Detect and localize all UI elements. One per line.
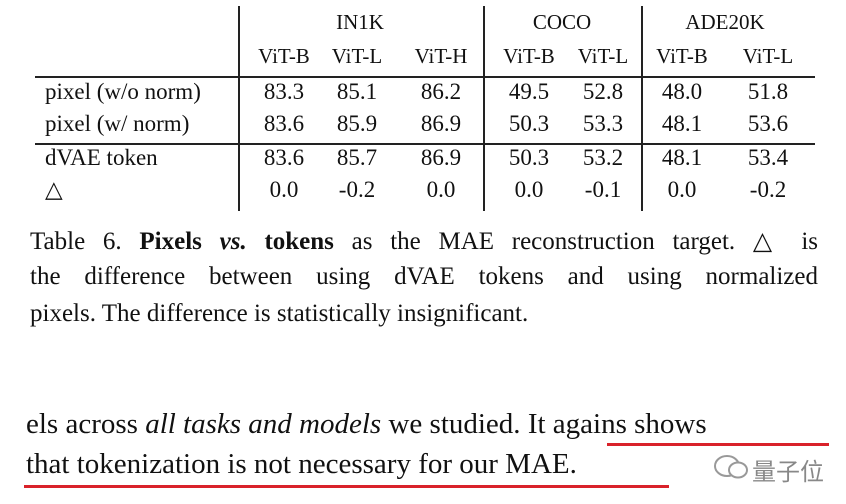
cell: 85.7	[336, 145, 378, 170]
row-label: pixel (w/ norm)	[45, 111, 190, 136]
body-text: we studied.	[388, 408, 521, 440]
column-header: ViT-B	[258, 44, 310, 68]
body-line: that tokenization is not necessary for o…	[26, 448, 822, 481]
cell: 0.0	[514, 177, 544, 202]
caption-label: Table 6.	[30, 228, 122, 255]
cell: 53.2	[582, 145, 624, 170]
cell: 48.1	[661, 145, 703, 170]
cell: 48.0	[661, 79, 703, 104]
column-header: ViT-L	[742, 44, 794, 68]
cell: 53.4	[747, 145, 789, 170]
underline	[607, 443, 829, 446]
caption-line: Table 6. Pixels vs. tokens as the MAE re…	[30, 226, 818, 256]
row-label: △	[45, 177, 63, 202]
body-italic: all tasks and models	[145, 408, 382, 440]
cell: 48.1	[661, 111, 703, 136]
cell: 51.8	[747, 79, 789, 104]
cell: 0.0	[667, 177, 697, 202]
cell: 86.2	[420, 79, 462, 104]
underline	[24, 485, 669, 488]
cell: -0.2	[338, 177, 376, 202]
cell: 83.6	[263, 111, 305, 136]
column-header: ViT-B	[656, 44, 708, 68]
cell: 86.9	[420, 145, 462, 170]
cell: 83.3	[263, 79, 305, 104]
cell: 50.3	[508, 111, 550, 136]
row-label: dVAE token	[45, 145, 158, 170]
body-highlight: that tokenization is not necessary for o…	[26, 448, 577, 480]
group-header: IN1K	[336, 10, 384, 34]
cell: 0.0	[426, 177, 456, 202]
caption-bold: tokens	[264, 228, 334, 255]
cell: 49.5	[508, 79, 550, 104]
column-header: ViT-L	[331, 44, 383, 68]
caption-text: as the MAE reconstruction target. △ is	[351, 228, 819, 255]
rule	[238, 6, 240, 211]
cell: 83.6	[263, 145, 305, 170]
cell: 53.3	[582, 111, 624, 136]
watermark-icon	[714, 455, 748, 479]
row-label: pixel (w/o norm)	[45, 79, 201, 104]
caption-text: the difference between using dVAE tokens…	[30, 263, 818, 290]
watermark: 量子位	[752, 458, 824, 486]
caption-bold-italic: vs.	[219, 228, 247, 255]
body-highlight: It agains shows	[527, 408, 707, 440]
body-line: els across all tasks and models we studi…	[26, 408, 822, 441]
cell: -0.1	[584, 177, 622, 202]
column-header: ViT-H	[414, 44, 468, 68]
group-header: COCO	[532, 10, 592, 34]
cell: -0.2	[749, 177, 787, 202]
cell: 85.9	[336, 111, 378, 136]
cell: 0.0	[269, 177, 299, 202]
caption-line: the difference between using dVAE tokens…	[30, 263, 818, 291]
cell: 86.9	[420, 111, 462, 136]
column-header: ViT-L	[577, 44, 629, 68]
caption-bold: Pixels	[139, 228, 202, 255]
cell: 85.1	[336, 79, 378, 104]
rule	[483, 6, 485, 211]
body-text: els across	[26, 408, 138, 440]
rule	[35, 76, 815, 78]
group-header: ADE20K	[685, 10, 765, 34]
rule	[35, 143, 815, 145]
caption-line: pixels. The difference is statistically …	[30, 300, 818, 328]
cell: 52.8	[582, 79, 624, 104]
caption-text: pixels. The difference is statistically …	[30, 300, 529, 327]
cell: 50.3	[508, 145, 550, 170]
rule	[641, 6, 643, 211]
cell: 53.6	[747, 111, 789, 136]
column-header: ViT-B	[503, 44, 555, 68]
